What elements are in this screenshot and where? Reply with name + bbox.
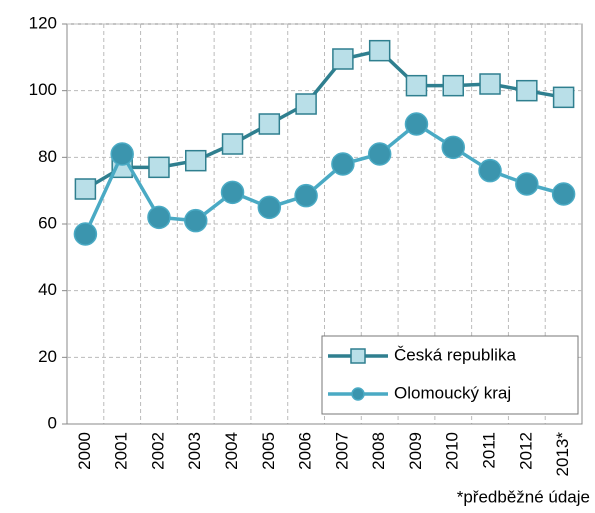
y-tick-label: 60 xyxy=(38,213,57,232)
y-tick-label: 100 xyxy=(29,80,57,99)
marker xyxy=(221,133,244,155)
marker xyxy=(367,142,392,166)
legend-marker xyxy=(351,387,365,401)
marker xyxy=(184,208,208,233)
legend-label: Česká republika xyxy=(394,345,516,364)
y-tick-label: 20 xyxy=(38,347,57,366)
marker xyxy=(404,112,429,136)
y-tick-label: 0 xyxy=(48,413,57,432)
y-tick-label: 120 xyxy=(29,13,57,32)
marker xyxy=(551,182,576,206)
x-tick-label: 2009 xyxy=(406,432,425,470)
x-tick-label: 2001 xyxy=(112,432,131,470)
marker xyxy=(368,39,391,62)
x-tick-label: 2005 xyxy=(259,432,278,470)
marker xyxy=(110,142,134,166)
legend-label: Olomoucký kraj xyxy=(394,383,511,402)
footnote: *předběžné údaje xyxy=(457,487,590,506)
x-tick-label: 2008 xyxy=(369,432,388,470)
x-tick-label: 2003 xyxy=(185,432,204,470)
x-tick-label: 2000 xyxy=(75,432,94,470)
x-tick-label: 2004 xyxy=(222,432,241,470)
marker xyxy=(515,172,539,196)
marker xyxy=(185,149,207,172)
marker xyxy=(258,113,281,135)
y-tick-label: 40 xyxy=(38,280,57,299)
marker xyxy=(441,135,465,160)
y-tick-label: 80 xyxy=(38,147,57,166)
marker xyxy=(147,205,171,230)
marker xyxy=(148,156,170,179)
x-tick-label: 2010 xyxy=(443,432,462,470)
marker xyxy=(442,74,464,97)
x-tick-label: 2006 xyxy=(296,432,315,470)
marker xyxy=(220,180,245,205)
marker xyxy=(257,195,282,220)
marker xyxy=(552,86,575,109)
x-tick-label: 2012 xyxy=(516,432,535,470)
legend-marker xyxy=(350,348,366,364)
marker xyxy=(332,48,354,70)
marker xyxy=(331,152,355,176)
marker xyxy=(479,73,501,95)
marker xyxy=(294,183,318,208)
marker xyxy=(478,158,502,183)
marker xyxy=(74,178,97,200)
marker xyxy=(295,93,317,115)
marker xyxy=(73,222,98,246)
x-tick-label: 2011 xyxy=(480,432,499,469)
x-tick-label: 2007 xyxy=(332,432,351,470)
marker xyxy=(405,74,428,97)
marker xyxy=(516,79,538,102)
x-tick-label: 2002 xyxy=(148,432,167,470)
x-tick-label: 2013* xyxy=(553,432,572,477)
